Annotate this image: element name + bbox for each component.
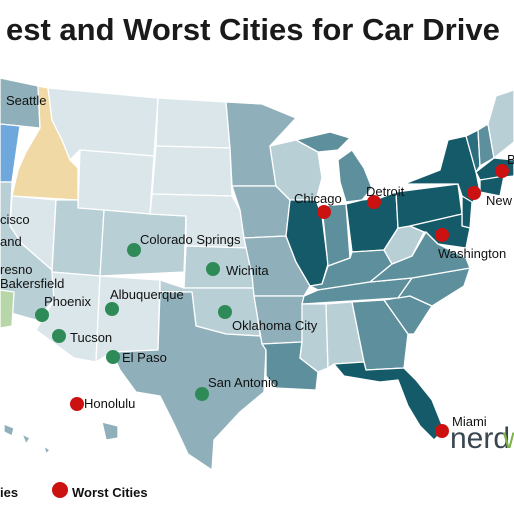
best-city-dot-san-antonio (195, 387, 209, 401)
city-markers: Seattle cisco and resno Bakersfield Phoe… (0, 93, 514, 438)
city-label-honolulu: Honolulu (84, 396, 135, 411)
city-label-washington: Washington (438, 246, 506, 261)
brand-logo: nerd w (450, 422, 514, 455)
city-label-san-francisco: cisco (0, 212, 30, 227)
best-city-dot-wichita (206, 262, 220, 276)
city-label-tucson: Tucson (70, 330, 112, 345)
city-label-oklahoma-city: Oklahoma City (232, 318, 318, 333)
city-label-oakland: and (0, 234, 22, 249)
city-label-el-paso: El Paso (122, 350, 167, 365)
state-california-south (0, 289, 15, 329)
state-florida (333, 361, 445, 441)
city-label-chicago: Chicago (294, 191, 342, 206)
worst-city-dot-chicago (317, 205, 331, 219)
city-label-detroit: Detroit (366, 184, 405, 199)
state-wyoming (77, 149, 155, 215)
city-label-bakersfield: Bakersfield (0, 276, 64, 291)
best-city-dot-albuquerque (105, 302, 119, 316)
map-title: est and Worst Cities for Car Drive (6, 12, 500, 47)
worst-city-dot-detroit (367, 195, 381, 209)
state-texas (111, 291, 267, 471)
state-mississippi (299, 303, 329, 373)
worst-city-dot-boston (495, 164, 509, 178)
best-city-dot-oklahoma-city (218, 305, 232, 319)
best-city-dot-el-paso (106, 350, 120, 364)
state-new-jersey (461, 195, 473, 229)
legend-best-label: ies (0, 485, 18, 500)
brand-text-nerd: nerd (450, 422, 510, 455)
best-city-dot-tucson (52, 329, 66, 343)
city-label-fresno: resno (0, 262, 33, 277)
city-label-seattle: Seattle (6, 93, 46, 108)
city-label-boston: B (507, 152, 514, 167)
worst-city-dot-miami (435, 424, 449, 438)
city-label-san-antonio: San Antonio (208, 375, 278, 390)
city-label-phoenix: Phoenix (44, 294, 91, 309)
state-maine (487, 89, 514, 159)
state-new-york (403, 135, 481, 207)
legend-worst-dot (52, 482, 68, 498)
city-label-colorado-springs: Colorado Springs (140, 232, 241, 247)
state-south-dakota (151, 145, 233, 197)
worst-city-dot-washington (435, 228, 449, 242)
city-label-miami: Miami (452, 414, 487, 429)
worst-city-dot-honolulu (70, 397, 84, 411)
legend-worst-label: Worst Cities (72, 485, 148, 500)
state-connecticut (479, 175, 505, 197)
city-label-new-york: New (486, 193, 513, 208)
city-label-albuquerque: Albuquerque (110, 287, 184, 302)
state-colorado (99, 209, 187, 277)
legend: ies Worst Cities (0, 482, 148, 500)
worst-city-dot-new-york (467, 186, 481, 200)
state-north-dakota (155, 97, 231, 149)
state-utah (51, 199, 105, 277)
city-label-wichita: Wichita (226, 263, 269, 278)
state-michigan (295, 131, 373, 203)
best-city-dot-phoenix (35, 308, 49, 322)
brand-text-w: w (502, 422, 514, 455)
best-city-dot-colorado-springs (127, 243, 141, 257)
state-hawaii (3, 421, 119, 455)
